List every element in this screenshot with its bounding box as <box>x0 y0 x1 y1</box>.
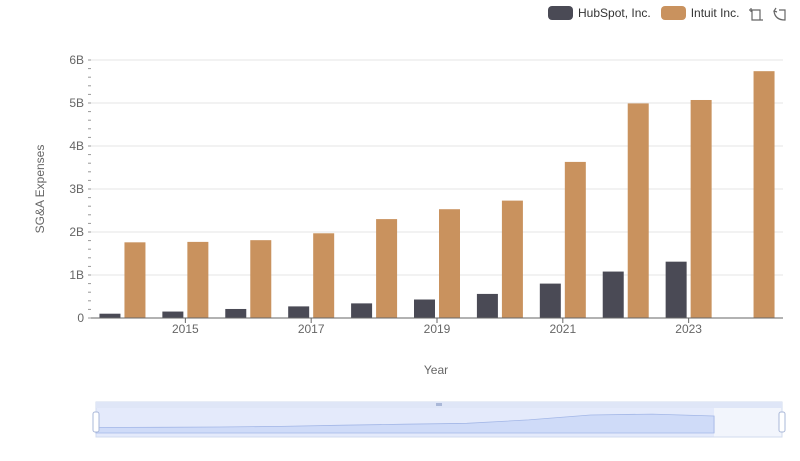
x-axis-label: Year <box>424 363 448 377</box>
y-axis: 0 1B 2B 3B 4B 5B 6B <box>69 53 91 325</box>
y-tick-label: 6B <box>69 53 84 67</box>
slider-selection[interactable] <box>96 408 714 437</box>
toolbox <box>748 6 788 22</box>
slider-left-handle[interactable] <box>92 411 100 433</box>
bar-hubspot-2020[interactable] <box>476 293 498 318</box>
legend: HubSpot, Inc. Intuit Inc. <box>548 4 749 22</box>
bar-intuit-2023[interactable] <box>690 99 712 319</box>
slider-preview <box>95 413 715 434</box>
bars <box>99 71 775 319</box>
y-tick-label: 0 <box>77 311 84 325</box>
bar-hubspot-2018[interactable] <box>351 303 373 318</box>
bar-intuit-2016[interactable] <box>250 240 272 318</box>
bar-hubspot-2019[interactable] <box>414 299 435 318</box>
y-tick-label: 3B <box>69 182 84 196</box>
reset-icon[interactable] <box>772 6 788 22</box>
y-tick-label: 1B <box>69 268 84 282</box>
legend-swatch-intuit <box>660 6 686 20</box>
bar-intuit-2024[interactable] <box>753 71 775 319</box>
bar-intuit-2019[interactable] <box>439 209 460 318</box>
x-tick-label: 2023 <box>675 322 702 336</box>
legend-swatch-hubspot <box>548 6 573 20</box>
slider-right-handle[interactable] <box>778 411 786 433</box>
bar-hubspot-2014[interactable] <box>99 313 121 318</box>
legend-label-intuit: Intuit Inc. <box>690 6 740 20</box>
bar-intuit-2018[interactable] <box>376 219 398 318</box>
y-tick-label: 4B <box>69 139 84 153</box>
bar-hubspot-2015[interactable] <box>162 311 184 318</box>
x-axis: 2015 2017 2019 2021 2023 <box>91 317 783 336</box>
bar-intuit-2017[interactable] <box>313 233 335 318</box>
zoom-icon[interactable] <box>748 6 764 22</box>
x-tick-label: 2015 <box>172 322 199 336</box>
x-tick-label: 2019 <box>424 322 451 336</box>
bar-hubspot-2017[interactable] <box>288 306 310 318</box>
slider-drag-handle[interactable] <box>436 403 442 406</box>
y-axis-label: SG&A Expenses <box>33 145 47 234</box>
bar-hubspot-2023[interactable] <box>665 261 687 318</box>
bar-intuit-2015[interactable] <box>187 241 209 318</box>
x-tick-label: 2017 <box>298 322 325 336</box>
bar-intuit-2021[interactable] <box>564 161 586 318</box>
bar-hubspot-2021[interactable] <box>539 283 561 318</box>
x-tick-label: 2021 <box>549 322 576 336</box>
bar-hubspot-2016[interactable] <box>225 308 247 318</box>
bar-intuit-2022[interactable] <box>627 103 649 319</box>
bar-intuit-2020[interactable] <box>501 200 523 318</box>
bar-intuit-2014[interactable] <box>124 242 146 318</box>
legend-item-hubspot[interactable]: HubSpot, Inc. <box>548 6 651 20</box>
bar-hubspot-2022[interactable] <box>602 271 624 318</box>
zoom-slider[interactable] <box>92 401 786 438</box>
legend-item-intuit[interactable]: Intuit Inc. <box>660 6 740 20</box>
y-tick-label: 5B <box>69 96 84 110</box>
y-tick-label: 2B <box>69 225 84 239</box>
legend-label-hubspot: HubSpot, Inc. <box>578 6 651 20</box>
